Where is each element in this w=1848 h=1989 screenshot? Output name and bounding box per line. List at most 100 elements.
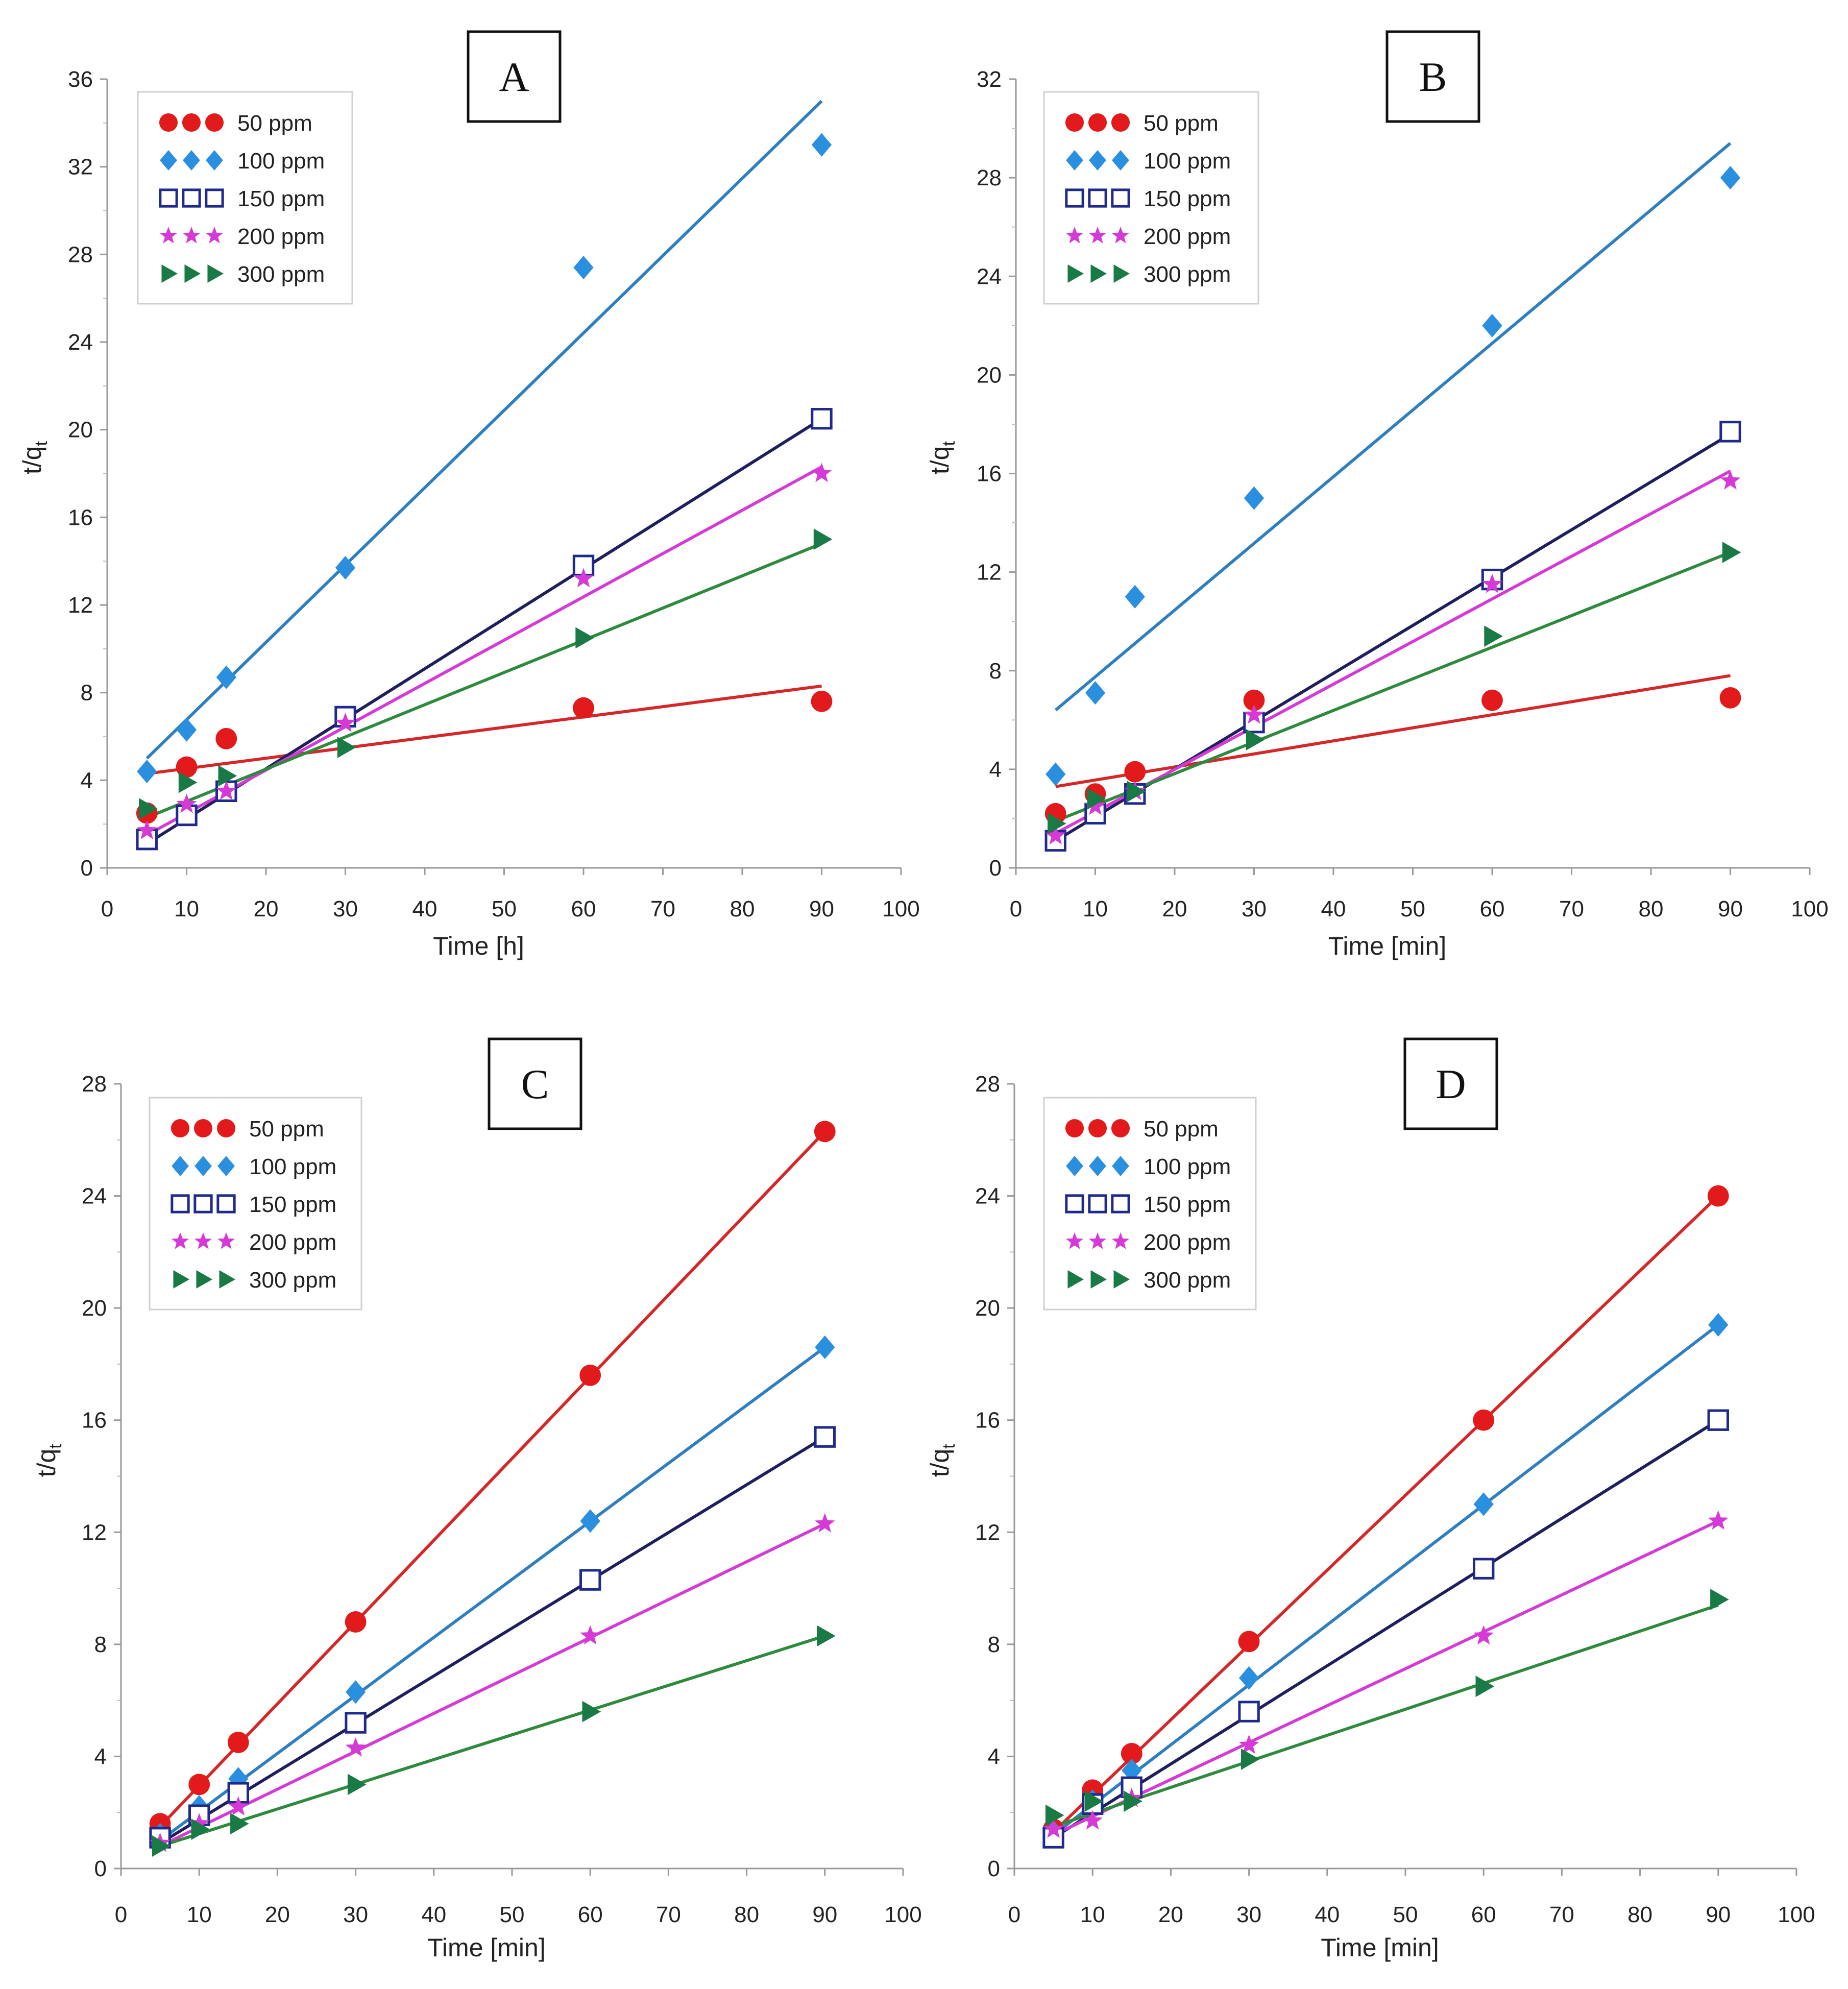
data-point-200-ppm — [345, 1737, 366, 1757]
data-point-50-ppm — [1473, 1409, 1495, 1431]
fit-line-200-ppm — [159, 1522, 826, 1848]
y-tick-label: 16 — [977, 462, 1002, 487]
data-point-300-ppm — [337, 737, 356, 758]
data-point-200-ppm — [1482, 573, 1502, 593]
panel-label-box — [488, 1037, 582, 1130]
x-tick-label: 50 — [500, 1902, 525, 1927]
legend-marker — [1090, 264, 1107, 283]
legend-marker — [1088, 1232, 1107, 1249]
y-axis-title: t/qt — [926, 1444, 959, 1477]
legend-marker — [1067, 1270, 1084, 1289]
data-point-200-ppm — [136, 820, 157, 839]
legend-label: 300 ppm — [237, 262, 325, 287]
data-point-100-ppm — [1238, 1666, 1259, 1690]
data-point-50-ppm — [814, 1121, 836, 1143]
legend-marker — [196, 1270, 213, 1289]
legend-marker — [205, 113, 224, 132]
fit-line-100-ppm — [1054, 142, 1732, 712]
data-point-300-ppm — [178, 771, 198, 793]
data-point-100-ppm — [1473, 1492, 1494, 1516]
y-axis-title: t/qt — [18, 441, 51, 475]
x-tick-label: 30 — [1236, 1902, 1261, 1927]
fit-line-50-ppm — [159, 1130, 826, 1828]
x-tick-label: 30 — [1242, 896, 1267, 921]
data-point-300-ppm — [1241, 1749, 1260, 1770]
data-point-300-ppm — [817, 1625, 836, 1647]
legend-marker — [1065, 113, 1084, 132]
data-point-200-ppm — [1045, 825, 1066, 845]
y-tick-label: 16 — [975, 1408, 1000, 1433]
x-tick-label: 70 — [656, 1902, 681, 1927]
data-point-200-ppm — [335, 712, 356, 732]
legend-label: 300 ppm — [249, 1268, 336, 1293]
data-point-50-ppm — [176, 756, 198, 778]
y-tick-label: 0 — [989, 856, 1002, 881]
legend-label: 100 ppm — [249, 1154, 336, 1179]
data-point-100-ppm — [811, 133, 832, 157]
x-tick-label: 50 — [1400, 896, 1425, 921]
fit-line-150-ppm — [159, 1436, 826, 1845]
y-axis-title: t/qt — [926, 441, 959, 475]
legend-label: 50 ppm — [237, 111, 312, 136]
legend-label: 100 ppm — [1144, 149, 1231, 174]
legend-marker — [171, 1119, 190, 1138]
fit-line-50-ppm — [147, 684, 822, 775]
data-point-100-ppm — [580, 1509, 600, 1533]
x-tick-label: 0 — [1008, 1902, 1020, 1927]
data-point-300-ppm — [1246, 729, 1265, 750]
data-point-200-ppm — [1082, 1810, 1103, 1830]
x-tick-label: 10 — [1080, 1902, 1105, 1927]
data-point-100-ppm — [1244, 486, 1265, 510]
legend-marker — [1088, 226, 1107, 244]
y-tick-label: 28 — [82, 1072, 107, 1097]
y-tick-label: 4 — [989, 757, 1002, 782]
legend-marker — [1111, 113, 1130, 132]
y-tick-label: 12 — [975, 1520, 1000, 1545]
y-tick-label: 36 — [68, 67, 93, 92]
x-tick-label: 90 — [1718, 896, 1743, 921]
x-tick-label: 90 — [1706, 1902, 1731, 1927]
fit-line-200-ppm — [146, 465, 822, 837]
fit-line-100-ppm — [1052, 1323, 1719, 1836]
data-point-100-ppm — [1720, 166, 1741, 190]
y-tick-label: 4 — [988, 1744, 1000, 1769]
y-tick-label: 0 — [988, 1856, 1000, 1881]
data-point-200-ppm — [1473, 1625, 1494, 1645]
x-tick-label: 100 — [1791, 896, 1828, 921]
x-tick-label: 40 — [412, 896, 437, 921]
x-tick-label: 10 — [1083, 896, 1108, 921]
data-point-50-ppm — [1238, 1631, 1260, 1653]
data-point-150-ppm — [1473, 1558, 1495, 1580]
legend: 50 ppm 100 ppm 150 ppm 200 ppm 300 ppm — [137, 91, 353, 305]
legend-marker — [216, 1194, 236, 1214]
data-point-50-ppm — [1124, 761, 1146, 783]
legend-marker — [182, 226, 201, 244]
data-point-150-ppm — [176, 804, 198, 827]
data-point-300-ppm — [1084, 1790, 1104, 1812]
panel-label: C — [521, 1061, 549, 1107]
x-tick-label: 70 — [650, 896, 675, 921]
x-tick-label: 60 — [571, 896, 596, 921]
y-tick-label: 4 — [81, 768, 93, 793]
data-point-100-ppm — [1085, 681, 1106, 705]
legend-marker — [1065, 1119, 1084, 1138]
y-tick-label: 8 — [988, 1632, 1000, 1657]
x-tick-label: 40 — [421, 1902, 446, 1927]
panel-label-box — [1385, 30, 1480, 123]
data-point-150-ppm — [345, 1712, 367, 1734]
legend-marker — [171, 1232, 189, 1249]
legend-label: 200 ppm — [1144, 1230, 1231, 1255]
legend-marker — [1088, 113, 1107, 132]
x-tick-label: 30 — [333, 896, 358, 921]
chart-panel-c: 0 4 8 12 16 20 24 28 0 10 20 30 40 50 60 70 80 90 100 Time … — [32, 1037, 922, 1962]
data-point-300-ppm — [347, 1774, 367, 1796]
legend-label: 200 ppm — [1144, 224, 1231, 249]
y-tick-label: 16 — [82, 1408, 107, 1433]
panel-label-box — [467, 30, 562, 123]
data-point-300-ppm — [1048, 813, 1066, 834]
legend-label: 100 ppm — [1144, 1154, 1231, 1179]
legend-marker — [1066, 1156, 1083, 1176]
data-point-50-ppm — [1481, 689, 1503, 711]
data-point-200-ppm — [216, 780, 237, 800]
x-axis-title: Time [h] — [433, 932, 524, 960]
